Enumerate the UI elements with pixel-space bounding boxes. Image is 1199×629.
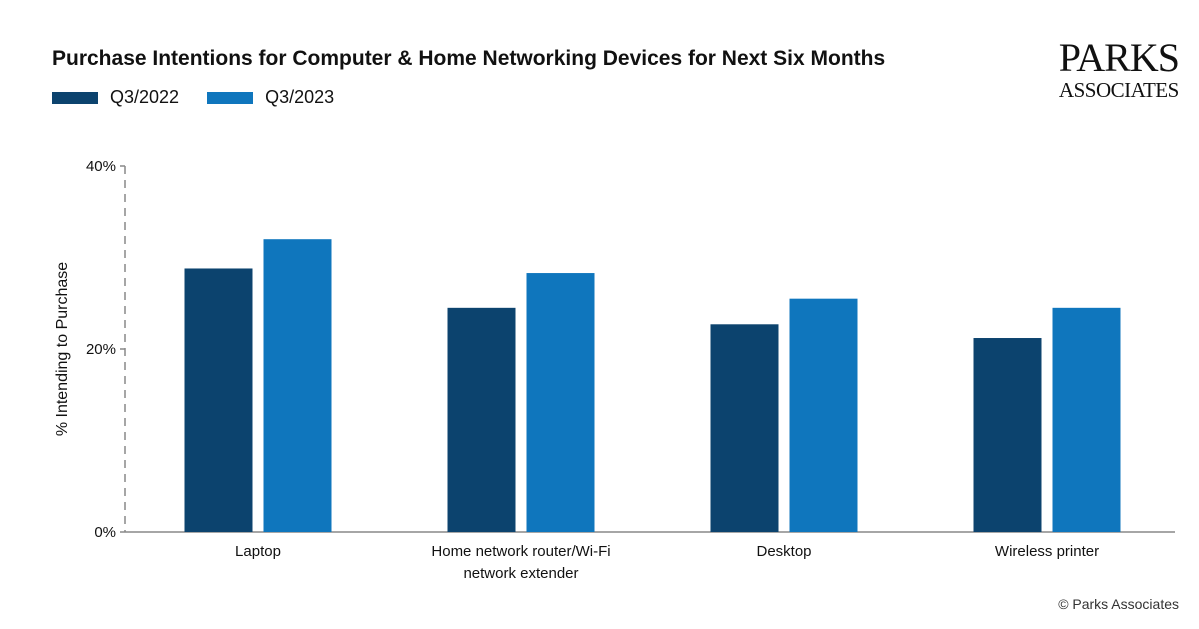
- y-tick-label: 20%: [86, 341, 116, 358]
- bar-q3-2023-0: [263, 239, 332, 532]
- legend-item-q3-2023: Q3/2023: [207, 87, 334, 108]
- chart-title: Purchase Intentions for Computer & Home …: [52, 47, 886, 70]
- y-tick-label: 40%: [86, 158, 116, 175]
- x-tick-label: Wireless printer: [995, 543, 1099, 560]
- parks-associates-logo: PARKS ASSOCIATES: [1058, 35, 1180, 103]
- legend-item-q3-2022: Q3/2022: [52, 87, 179, 108]
- y-tick-label: 0%: [94, 524, 116, 541]
- copyright: © Parks Associates: [1058, 596, 1179, 612]
- x-tick-label: network extender: [463, 565, 578, 582]
- legend-label-q3-2023: Q3/2023: [265, 87, 335, 107]
- x-tick-label: Desktop: [756, 543, 811, 560]
- bar-q3-2023-1: [526, 273, 595, 532]
- logo-line1: PARKS: [1058, 35, 1180, 80]
- legend-swatch-q3-2022: [52, 91, 98, 104]
- x-tick-label: Laptop: [235, 543, 281, 560]
- bar-q3-2023-3: [1052, 307, 1121, 532]
- bar-q3-2023-2: [789, 298, 858, 532]
- bar-q3-2022-0: [184, 268, 253, 532]
- x-tick-label: Home network router/Wi-Fi: [431, 543, 610, 560]
- logo-line2: ASSOCIATES: [1058, 78, 1179, 102]
- legend-swatch-q3-2023: [207, 91, 254, 104]
- bar-q3-2022-1: [447, 307, 516, 532]
- legend: Q3/2022 Q3/2023: [52, 87, 334, 108]
- legend-label-q3-2022: Q3/2022: [110, 87, 180, 107]
- bar-q3-2022-3: [973, 338, 1042, 532]
- y-axis-label: % Intending to Purchase: [54, 262, 71, 436]
- bar-q3-2022-2: [710, 324, 779, 532]
